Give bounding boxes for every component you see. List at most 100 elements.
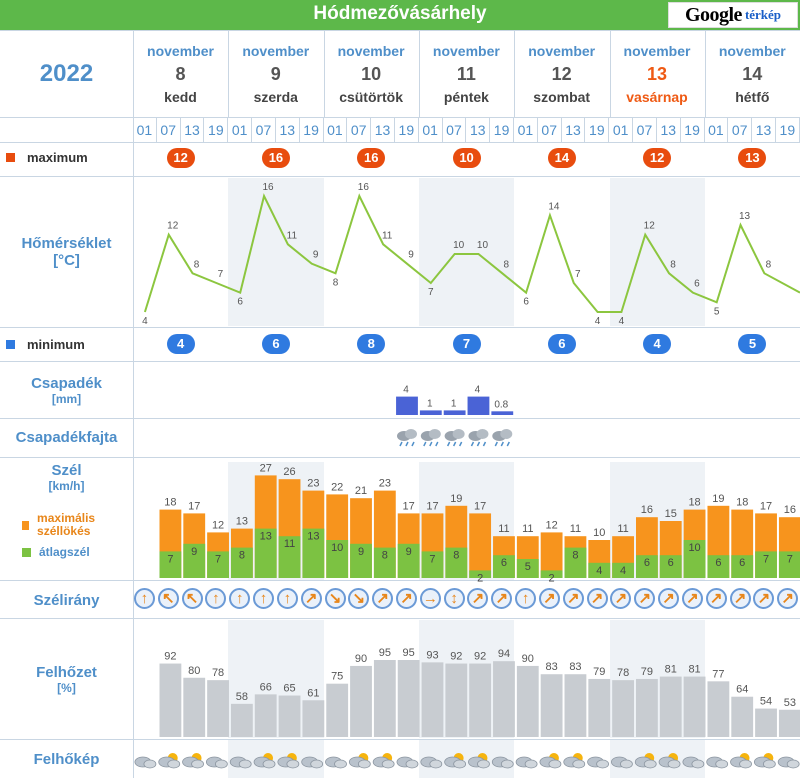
gust-square-icon — [22, 520, 30, 530]
cloud-cover-value: 79 — [641, 666, 653, 678]
wind-avg-bar — [207, 551, 229, 578]
cloud-cover-bar — [373, 660, 396, 737]
day-month: november — [718, 43, 786, 59]
cloud-cover-bar — [469, 663, 492, 737]
cloud-icon — [143, 759, 157, 769]
temperature-value: 12 — [644, 221, 656, 232]
hour-label: 01 — [514, 118, 538, 142]
cloud-cover-bar — [636, 678, 658, 737]
cloud-cover-value: 94 — [498, 648, 510, 660]
cloud-icon — [238, 759, 252, 769]
wind-avg-value: 13 — [260, 531, 272, 543]
wind-avg-value: 4 — [620, 565, 626, 577]
cloud-cover-bar — [326, 683, 349, 737]
grid-hline — [0, 457, 800, 458]
wind-unit: [km/h] — [48, 479, 85, 493]
wind-gust-value: 26 — [283, 466, 295, 478]
cloud-cover-bar — [564, 674, 587, 737]
cloud-cover-value: 90 — [355, 653, 367, 665]
temperature-value: 6 — [237, 297, 243, 308]
hour-label: 19 — [300, 118, 324, 142]
wind-avg-bar — [445, 547, 468, 578]
temperature-value: 8 — [333, 277, 339, 288]
hour-label: 19 — [395, 118, 419, 142]
daily-max-badge: 16 — [357, 148, 386, 168]
hour-label: 13 — [181, 118, 205, 142]
day-divider — [609, 30, 611, 118]
wind-gust-value: 15 — [665, 508, 677, 520]
cloud-icon — [310, 759, 324, 769]
day-header: november 14 hétfő — [705, 40, 800, 109]
temperature-value: 6 — [694, 279, 700, 290]
wind-avg-value: 11 — [284, 538, 295, 550]
wind-avg-value: 8 — [239, 550, 245, 562]
wind-direction-icon: ↖ — [157, 588, 179, 609]
rain-drop — [506, 441, 510, 447]
grid-hline — [0, 176, 800, 177]
wind-gust-value: 13 — [236, 516, 248, 528]
hour-label: 01 — [705, 118, 729, 142]
rain-drop — [452, 441, 457, 447]
wind-avg-value: 8 — [382, 550, 388, 562]
temperature-value: 16 — [358, 182, 370, 193]
cloud-cover-bar — [350, 665, 372, 737]
cloud-icon — [524, 759, 538, 769]
precip-bar — [467, 396, 490, 415]
minimum-legend: minimum — [6, 337, 85, 352]
wind-avg-value: 7 — [215, 553, 221, 565]
cloud-cover-bar — [254, 694, 277, 737]
wind-direction-icon: ↑ — [515, 588, 537, 609]
day-month: november — [242, 43, 310, 59]
google-map-link[interactable]: Google térkép — [668, 2, 798, 28]
precip-bar — [491, 411, 514, 415]
cloud-icon — [262, 759, 276, 769]
day-header: november 12 szombat — [514, 40, 609, 109]
cloud-icon — [286, 759, 300, 769]
cloud-cover-bar — [207, 680, 229, 737]
wind-gust-value: 19 — [712, 493, 724, 505]
day-header: november 9 szerda — [228, 40, 323, 109]
hour-label: 13 — [466, 118, 491, 142]
rain-drop — [500, 441, 504, 447]
daily-min-badge: 6 — [547, 334, 576, 354]
rain-drop — [411, 441, 415, 447]
maximum-legend: maximum — [6, 150, 88, 165]
day-weekday: csütörtök — [339, 89, 403, 105]
cloud-cover-bar — [731, 696, 754, 737]
wind-gust-value: 21 — [355, 485, 367, 497]
hour-label: 13 — [371, 118, 395, 142]
wind-avg-value: 7 — [763, 553, 769, 565]
wind-avg-value: 13 — [307, 531, 319, 543]
cloud-cover-value: 65 — [283, 683, 295, 695]
grid-hline — [0, 142, 800, 143]
hour-label: 01 — [609, 118, 634, 142]
wind-gust-value: 18 — [688, 497, 700, 509]
cloud-icon — [429, 759, 443, 769]
wind-avg-value: 9 — [191, 546, 197, 558]
precip-title: Csapadék — [31, 374, 102, 392]
precip-unit: [mm] — [51, 391, 82, 406]
cloud-icon — [691, 759, 705, 769]
wind-direction-icon: ↑ — [205, 588, 227, 609]
wind-direction-icon: ↗ — [681, 588, 703, 609]
cloud-cover-bar — [421, 662, 444, 737]
day-weekday: vasárnap — [626, 89, 688, 105]
wind-avg-bar — [731, 555, 754, 578]
day-day: 11 — [456, 64, 476, 84]
cloud-icon — [453, 759, 467, 769]
wind-avg-bar — [254, 528, 277, 578]
minimum-label: minimum — [27, 337, 85, 352]
day-month: november — [337, 43, 405, 59]
wind-avg-value: 2 — [477, 572, 483, 584]
cloud-cover-bar — [516, 665, 539, 737]
temperature-value: 7 — [575, 269, 581, 280]
wind-avg-value: 2 — [549, 572, 555, 584]
wind-gust-value: 17 — [188, 500, 200, 512]
min-square-icon — [6, 340, 15, 349]
cloud-icon — [643, 759, 657, 769]
wind-direction-icon: ↗ — [538, 588, 560, 609]
temperature-value: 9 — [313, 250, 319, 261]
wind-avg-value: 6 — [739, 557, 745, 569]
day-shading — [228, 178, 324, 326]
cloud-label: Felhőzet [%] — [0, 620, 133, 738]
